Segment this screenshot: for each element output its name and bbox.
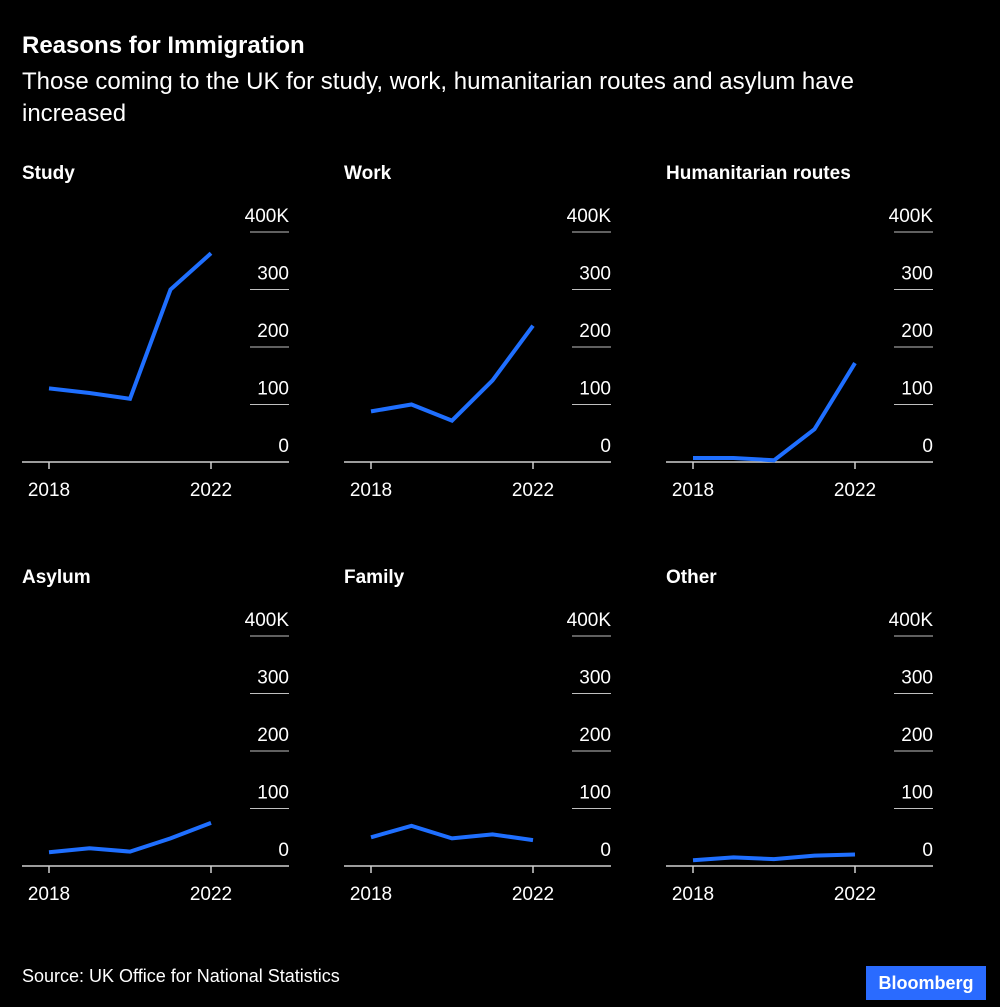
y-tick-label: 300 (257, 668, 289, 689)
panel-family: Family 0 100 200 300 400K 2018 2022 (344, 567, 644, 927)
y-tick-label: 300 (901, 264, 933, 285)
y-tick-label: 400K (567, 206, 612, 227)
panel-plot: 0 100 200 300 400K 2018 2022 (344, 206, 612, 501)
chart-subtitle: Those coming to the UK for study, work, … (22, 68, 854, 127)
panel-other: Other 0 100 200 300 400K 2018 2022 (666, 567, 966, 927)
x-tick-label: 2018 (672, 480, 714, 501)
y-tick-label: 100 (901, 783, 933, 804)
y-tick-label: 200 (901, 725, 933, 746)
panel-plot: 0 100 200 300 400K 2018 2022 (22, 610, 290, 905)
source-note: Source: UK Office for National Statistic… (22, 966, 340, 986)
y-tick-label: 300 (257, 264, 289, 285)
panel-work: Work 0 100 200 300 400K 2018 2022 (344, 163, 644, 523)
x-tick-label: 2018 (350, 480, 392, 501)
x-tick-label: 2018 (28, 884, 70, 905)
x-tick-label: 2022 (834, 884, 876, 905)
y-tick-label: 0 (278, 840, 289, 861)
chart-title: Reasons for Immigration (22, 32, 305, 59)
bloomberg-logo: Bloomberg (866, 966, 986, 1000)
y-tick-label: 0 (600, 436, 611, 457)
y-tick-label: 100 (579, 783, 611, 804)
y-tick-label: 300 (579, 264, 611, 285)
x-tick-label: 2018 (672, 884, 714, 905)
x-tick-label: 2022 (834, 480, 876, 501)
panel-asylum: Asylum 0 100 200 300 400K 2018 2022 (22, 567, 322, 927)
y-tick-label: 200 (579, 725, 611, 746)
panel-plot: 0 100 200 300 400K 2018 2022 (666, 610, 934, 905)
x-tick-label: 2022 (190, 884, 232, 905)
y-tick-label: 200 (901, 321, 933, 342)
panel-title: Other (666, 567, 717, 588)
series-line (693, 362, 857, 463)
series-line (48, 251, 213, 402)
panel-plot: 0 100 200 300 400K 2018 2022 (666, 206, 934, 501)
y-tick-label: 0 (600, 840, 611, 861)
y-tick-label: 100 (579, 379, 611, 400)
x-tick-label: 2022 (190, 480, 232, 501)
y-tick-label: 400K (245, 610, 290, 631)
y-tick-label: 100 (257, 783, 289, 804)
panel-title: Work (344, 163, 392, 184)
y-tick-label: 200 (257, 321, 289, 342)
y-tick-label: 0 (922, 840, 933, 861)
panel-title: Family (344, 567, 405, 588)
series-line (692, 852, 856, 863)
y-tick-label: 400K (889, 206, 934, 227)
y-tick-label: 200 (257, 725, 289, 746)
series-line (370, 823, 534, 843)
panel-title: Asylum (22, 567, 91, 588)
series-line (370, 324, 535, 423)
y-tick-label: 400K (889, 610, 934, 631)
panel-plot: 0 100 200 300 400K 2018 2022 (22, 206, 290, 501)
y-tick-label: 0 (922, 436, 933, 457)
y-tick-label: 200 (579, 321, 611, 342)
y-tick-label: 100 (901, 379, 933, 400)
x-tick-label: 2022 (512, 884, 554, 905)
y-tick-label: 300 (579, 668, 611, 689)
panel-plot: 0 100 200 300 400K 2018 2022 (344, 610, 612, 905)
x-tick-label: 2018 (350, 884, 392, 905)
panel-title: Humanitarian routes (666, 163, 851, 184)
y-tick-label: 400K (245, 206, 290, 227)
panel-study: Study 0 100 200 300 400K 2018 2022 (22, 163, 322, 523)
y-tick-label: 100 (257, 379, 289, 400)
y-tick-label: 400K (567, 610, 612, 631)
series-line (48, 821, 212, 855)
panel-humanitarian-routes: Humanitarian routes 0 100 200 300 400K 2018 20… (666, 163, 966, 523)
x-tick-label: 2018 (28, 480, 70, 501)
y-tick-label: 300 (901, 668, 933, 689)
panel-title: Study (22, 163, 75, 184)
x-tick-label: 2022 (512, 480, 554, 501)
y-tick-label: 0 (278, 436, 289, 457)
